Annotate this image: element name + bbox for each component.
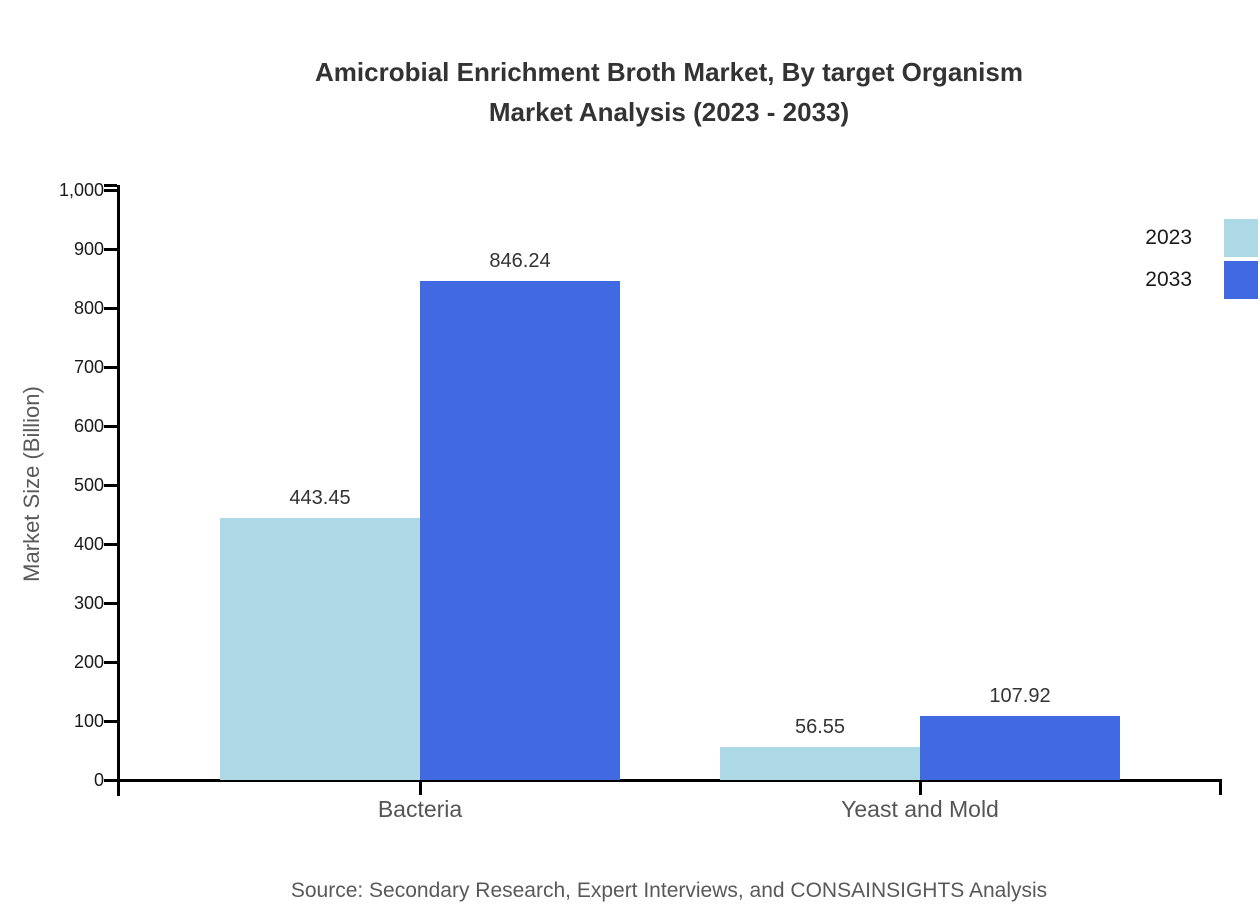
legend-swatch [1224, 219, 1258, 257]
y-axis-spine [116, 185, 120, 796]
bar-value-label: 56.55 [794, 715, 846, 738]
x-tick [918, 780, 922, 795]
bar-2033-bacteria [420, 280, 620, 780]
y-tick [104, 483, 117, 487]
y-tick-label: 400 [73, 534, 104, 554]
y-tick-label: 500 [73, 475, 104, 495]
y-tick-label: 600 [73, 416, 104, 436]
category-label: Yeast and Mold [841, 796, 999, 822]
bar-value-label: 846.24 [489, 249, 551, 272]
chart-title: Amicrobial Enrichment Broth Market, By t… [118, 52, 1220, 132]
legend: 2023 2033 [1145, 219, 1258, 303]
chart-title-line2: Market Analysis (2023 - 2033) [488, 97, 850, 127]
y-tick-label: 900 [73, 239, 104, 259]
y-tick [104, 188, 117, 192]
y-tick [104, 601, 117, 605]
y-tick [104, 778, 117, 782]
legend-swatch [1224, 261, 1258, 299]
y-tick [104, 365, 117, 369]
y-tick [104, 306, 117, 310]
y-tick-label: 1,000 [58, 180, 104, 200]
x-axis-spine [118, 778, 1222, 782]
y-tick-label: 700 [73, 357, 104, 377]
y-tick [104, 660, 117, 664]
y-tick [104, 542, 117, 546]
legend-item-2023: 2023 [1145, 219, 1258, 257]
y-tick-label: 200 [73, 652, 104, 672]
legend-label: 2033 [1145, 268, 1192, 291]
y-tick [104, 424, 117, 428]
legend-item-2033: 2033 [1145, 261, 1258, 299]
x-tick [418, 780, 422, 795]
y-tick-label: 800 [73, 298, 104, 318]
category-label: Bacteria [377, 796, 463, 822]
y-tick-label: 0 [93, 770, 104, 790]
y-tick [104, 719, 117, 723]
y-tick-label: 100 [73, 711, 104, 731]
bar-2023-bacteria [220, 518, 420, 780]
bar-value-label: 443.45 [289, 487, 351, 510]
x-axis-end-cap [1218, 780, 1222, 795]
y-tick [104, 247, 117, 251]
y-tick-label: 300 [73, 593, 104, 613]
bar-2023-yeast-and-mold [720, 746, 920, 780]
y-axis-end-cap [104, 184, 117, 187]
source-note: Source: Secondary Research, Expert Inter… [290, 879, 1048, 902]
bar-value-label: 107.92 [989, 685, 1051, 708]
bar-2033-yeast-and-mold [920, 716, 1120, 780]
chart-title-line1: Amicrobial Enrichment Broth Market, By t… [315, 57, 1023, 87]
legend-label: 2023 [1145, 226, 1192, 249]
